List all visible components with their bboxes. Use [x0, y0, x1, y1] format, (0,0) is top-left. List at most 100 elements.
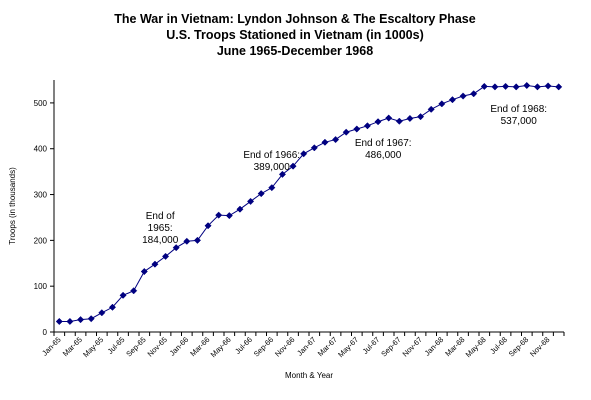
- annotation-Dec-66: End of 1966:389,000: [243, 150, 300, 173]
- y-tick-label: 0: [43, 328, 48, 337]
- data-point-Jul-65: [119, 291, 127, 299]
- x-tick-label: May-68: [464, 335, 488, 359]
- data-point-Aug-68: [512, 83, 520, 91]
- x-tick-label: May-66: [209, 335, 233, 359]
- data-point-Jul-68: [502, 82, 510, 90]
- x-tick-label: May-67: [336, 335, 360, 359]
- x-tick-label: Mar-66: [188, 335, 211, 358]
- x-tick-label: May-65: [81, 335, 105, 359]
- x-tick-label: Sep-65: [124, 335, 147, 358]
- x-tick-label: Nov-68: [528, 335, 551, 358]
- data-point-Jun-66: [236, 205, 244, 213]
- data-point-Jan-65: [55, 317, 63, 326]
- x-tick-label: Mar-68: [443, 335, 466, 358]
- data-point-Sep-65: [140, 267, 148, 276]
- data-point-Jul-67: [374, 118, 382, 126]
- data-point-Jul-66: [247, 197, 255, 205]
- x-tick-label: Jul-66: [233, 335, 254, 356]
- data-point-Oct-68: [533, 83, 541, 91]
- x-tick-label: Nov-65: [146, 335, 169, 358]
- annotation-line: 1965:: [148, 223, 173, 234]
- data-point-Oct-65: [151, 260, 159, 268]
- data-point-Feb-66: [193, 236, 201, 244]
- data-point-Aug-67: [385, 114, 393, 122]
- data-point-Feb-68: [448, 96, 456, 104]
- data-point-Oct-66: [278, 170, 286, 178]
- annotation-line: End of 1967:: [355, 138, 412, 149]
- x-tick-label: Sep-68: [507, 335, 530, 358]
- x-tick-label: Nov-66: [273, 335, 296, 358]
- data-point-Apr-67: [342, 128, 350, 136]
- data-point-Feb-67: [321, 138, 329, 146]
- x-axis-label: Month & Year: [285, 371, 333, 380]
- data-point-Jun-68: [491, 83, 499, 91]
- data-point-Nov-68: [544, 82, 552, 90]
- data-point-Nov-65: [162, 252, 170, 260]
- annotation-Dec-68: End of 1968:537,000: [490, 104, 547, 127]
- chart-title-line-3: June 1965-December 1968: [217, 44, 373, 58]
- x-tick-label: Nov-67: [401, 335, 424, 358]
- data-point-Mar-67: [332, 136, 340, 144]
- data-point-Sep-66: [268, 184, 276, 192]
- x-tick-label: Jul-67: [361, 335, 382, 356]
- x-tick-label: Jan-67: [295, 335, 318, 358]
- chart-title-line-1: The War in Vietnam: Lyndon Johnson & The…: [114, 12, 475, 26]
- y-tick-label: 200: [34, 236, 48, 245]
- x-tick-label: Sep-67: [379, 335, 402, 358]
- data-point-Jan-67: [310, 144, 318, 152]
- data-point-Jan-66: [183, 237, 191, 245]
- data-point-Dec-66: [300, 150, 308, 158]
- data-point-May-67: [353, 125, 361, 133]
- data-point-Oct-67: [406, 114, 414, 123]
- data-point-Apr-66: [215, 211, 223, 219]
- data-point-Apr-65: [87, 315, 95, 323]
- annotation-line: End of: [146, 211, 175, 222]
- data-point-Mar-65: [77, 316, 85, 324]
- series-line: [59, 84, 559, 322]
- y-tick-label: 500: [34, 99, 48, 108]
- annotation-line: 184,000: [142, 235, 179, 246]
- data-point-Nov-66: [289, 162, 297, 170]
- data-point-Dec-67: [427, 105, 435, 113]
- x-tick-label: Jul-68: [488, 335, 509, 356]
- x-tick-label: Jul-65: [106, 335, 127, 356]
- data-point-Aug-65: [130, 287, 138, 295]
- chart-title: The War in Vietnam: Lyndon Johnson & The…: [114, 12, 475, 58]
- annotation-line: 537,000: [501, 116, 538, 127]
- y-tick-label: 100: [34, 282, 48, 291]
- y-tick-label: 400: [34, 145, 48, 154]
- data-point-Apr-68: [470, 90, 478, 98]
- x-tick-label: Mar-67: [316, 335, 339, 358]
- x-tick-label: Jan-68: [423, 335, 446, 358]
- data-point-May-65: [98, 309, 106, 317]
- data-point-May-66: [225, 212, 233, 220]
- data-point-Jun-67: [363, 122, 371, 130]
- data-point-Dec-68: [555, 83, 563, 91]
- data-point-Mar-68: [459, 92, 467, 100]
- data-point-Jun-65: [108, 303, 116, 311]
- annotation-Dec-67: End of 1967:486,000: [355, 138, 412, 161]
- x-tick-label: Jan-65: [40, 335, 63, 358]
- data-point-Feb-65: [66, 317, 74, 326]
- x-tick-label: Sep-66: [252, 335, 275, 358]
- plot-area: [53, 80, 564, 333]
- data-point-Jan-68: [438, 100, 446, 108]
- annotation-line: End of 1966:: [243, 150, 300, 161]
- y-tick-label: 300: [34, 191, 48, 200]
- y-axis-ticks: 0 100 200 300 400 500: [34, 99, 54, 337]
- data-point-Sep-67: [395, 117, 403, 125]
- data-point-Mar-66: [204, 222, 212, 230]
- x-tick-label: Jan-66: [168, 335, 191, 358]
- series-troops: [55, 81, 563, 326]
- data-point-Sep-68: [523, 81, 531, 90]
- data-point-Dec-65: [172, 244, 180, 252]
- chart-title-line-2: U.S. Troops Stationed in Vietnam (in 100…: [166, 28, 423, 42]
- x-tick-label: Mar-65: [61, 335, 84, 358]
- annotation-line: End of 1968:: [490, 104, 547, 115]
- data-point-Aug-66: [257, 190, 265, 198]
- data-point-Nov-67: [417, 113, 425, 121]
